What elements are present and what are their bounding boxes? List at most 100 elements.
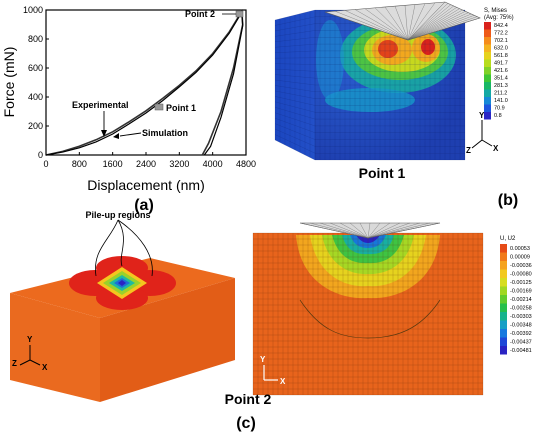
svg-text:Y: Y: [27, 335, 33, 344]
legend-swatch: [484, 89, 491, 97]
legend-swatch: [500, 312, 507, 321]
svg-text:Y: Y: [479, 111, 485, 120]
x-tick-label: 0: [43, 159, 48, 169]
x-tick-label: 4000: [203, 159, 223, 169]
legend-value: -0.00080: [510, 272, 532, 278]
series-line-experimental: [45, 8, 244, 156]
legend-swatch: [500, 269, 507, 278]
legend-swatch: [500, 278, 507, 287]
u2-legend: U, U2 0.00053 0.00009 -0.00036 -0.00080 -0.0…: [500, 236, 532, 355]
x-tick-label: 800: [72, 159, 87, 169]
x-tick-label: 2400: [136, 159, 156, 169]
fe-mesh-grid-c: [252, 232, 484, 396]
svg-text:X: X: [42, 363, 48, 372]
simulation-annotation: Simulation: [142, 128, 188, 138]
svg-text:S, Mises: S, Mises: [484, 8, 507, 14]
y-axis-label: Force (mN): [1, 47, 17, 118]
legend-value: 772.2: [494, 31, 508, 37]
y-tick-label: 800: [28, 34, 43, 44]
legend-swatch: [484, 74, 491, 82]
simulation-arrow: [119, 132, 142, 137]
point2-annotation: Point 2: [185, 9, 215, 19]
y-tick-label: 600: [28, 63, 43, 73]
point1-title: Point 1: [359, 165, 406, 181]
point1-annotation: Point 1: [166, 103, 196, 113]
legend-swatch: [500, 252, 507, 261]
legend-swatch: [484, 44, 491, 52]
legend-swatch: [484, 52, 491, 60]
legend-value: -0.00348: [510, 323, 532, 329]
x-tick-label: 1600: [103, 159, 123, 169]
experimental-annotation: Experimental: [72, 100, 129, 110]
x-tick-label: 4800: [236, 159, 256, 169]
panel-label-c: (c): [236, 415, 256, 432]
panel-label-b: (b): [498, 192, 518, 209]
block-right-face: [100, 278, 235, 402]
legend-swatch: [484, 67, 491, 75]
legend-value: 421.6: [494, 68, 508, 74]
y-tick-label: 400: [28, 92, 43, 102]
svg-text:(Avg: 75%): (Avg: 75%): [484, 15, 514, 21]
legend-value: 70.9: [494, 106, 505, 112]
legend-value: 561.8: [494, 53, 508, 59]
legend-value: 0.00053: [510, 246, 530, 252]
series-line-simulation: [45, 10, 244, 156]
legend-swatch: [500, 329, 507, 338]
fe-mesh-grid: [274, 9, 466, 161]
svg-text:X: X: [493, 144, 499, 153]
experimental-arrowhead: [101, 130, 107, 137]
svg-text:Y: Y: [260, 355, 266, 364]
axes-triad-c-right: Y X: [260, 355, 286, 386]
legend-value: 351.4: [494, 76, 508, 82]
stress-hotspots: [316, 17, 456, 112]
legend-value: 702.1: [494, 38, 508, 44]
legend-value: -0.00481: [510, 348, 532, 354]
point2-marker: [235, 10, 244, 18]
legend-swatch: [484, 97, 491, 105]
axes-triad-b: Y Z X: [466, 111, 499, 155]
legend-swatch: [500, 295, 507, 304]
point2-title: Point 2: [225, 391, 272, 407]
legend-swatch: [500, 286, 507, 295]
y-tick-label: 200: [28, 121, 43, 131]
legend-swatch: [484, 112, 491, 120]
axes-triad-c-left: Y Z X: [12, 335, 48, 372]
legend-value: 842.4: [494, 23, 508, 29]
x-axis-label: Displacement (nm): [87, 177, 204, 193]
legend-swatch: [500, 261, 507, 270]
legend-value: 0.00009: [510, 255, 530, 261]
svg-text:Z: Z: [12, 359, 17, 368]
legend-value: -0.00214: [510, 297, 532, 303]
legend-swatch: [500, 346, 507, 355]
load-displacement-chart: 0 800 1600 2400 3200 4000 4800 0 200 400 600 800 10…: [1, 5, 256, 214]
pileup-pattern: [69, 256, 176, 310]
legend-value: 281.3: [494, 83, 508, 89]
legend-value: 141.0: [494, 98, 508, 104]
panel-b-stress-contour: Point 1 (b) Y Z X S, Mises (Avg: 75%) 84…: [274, 1, 518, 209]
legend-value: -0.00258: [510, 306, 532, 312]
legend-value: -0.00169: [510, 289, 532, 295]
svg-text:X: X: [280, 377, 286, 386]
legend-value: -0.00036: [510, 263, 532, 269]
y-tick-label: 1000: [23, 5, 43, 15]
legend-value: 211.2: [494, 91, 507, 97]
point1-marker: [154, 103, 164, 111]
legend-value: -0.00303: [510, 314, 532, 320]
legend-swatch: [484, 82, 491, 90]
indenter-wireframe: [324, 1, 481, 41]
pileup-label: Pile-up regions: [85, 210, 150, 220]
svg-text:Z: Z: [466, 146, 471, 155]
legend-value: 491.7: [494, 61, 508, 67]
legend-swatch: [500, 337, 507, 346]
panel-c-displacement-contour: Y X U, U2 0.00053 0.00009 -0.00036 -0.00080…: [252, 222, 532, 396]
legend-value: -0.00125: [510, 280, 532, 286]
legend-swatch: [484, 22, 491, 30]
simulation-arrowhead: [113, 133, 119, 139]
legend-value: 0.8: [494, 113, 502, 119]
panel-label-a: (a): [134, 197, 154, 214]
legend-value: -0.00437: [510, 340, 532, 346]
legend-value: 632.0: [494, 46, 508, 52]
legend-value: -0.00392: [510, 331, 532, 337]
legend-swatch: [500, 244, 507, 253]
